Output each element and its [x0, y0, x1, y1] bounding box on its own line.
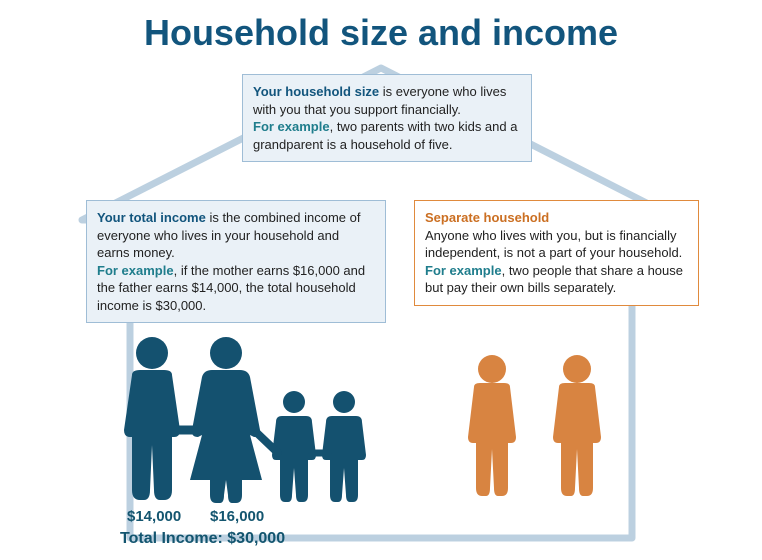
family-icon [122, 335, 382, 510]
page-title: Household size and income [0, 0, 762, 54]
dad-income-label: $14,000 [127, 508, 181, 525]
separate-household-lead: Separate household [425, 210, 549, 225]
total-income-label: Total Income: $30,000 [120, 530, 285, 548]
house-diagram: Your household size is everyone who live… [62, 60, 700, 550]
separate-household-example-label: For example [425, 263, 502, 278]
separate-household-body1: Anyone who lives with you, but is financ… [425, 228, 682, 261]
total-income-lead: Your total income [97, 210, 206, 225]
total-income-box: Your total income is the combined income… [86, 200, 386, 323]
separate-household-box: Separate household Anyone who lives with… [414, 200, 699, 306]
separate-people-icon [462, 353, 622, 508]
household-size-example-label: For example [253, 119, 330, 134]
mom-income-label: $16,000 [210, 508, 264, 525]
household-size-lead: Your household size [253, 84, 379, 99]
household-size-box: Your household size is everyone who live… [242, 74, 532, 162]
total-income-example-label: For example [97, 263, 174, 278]
